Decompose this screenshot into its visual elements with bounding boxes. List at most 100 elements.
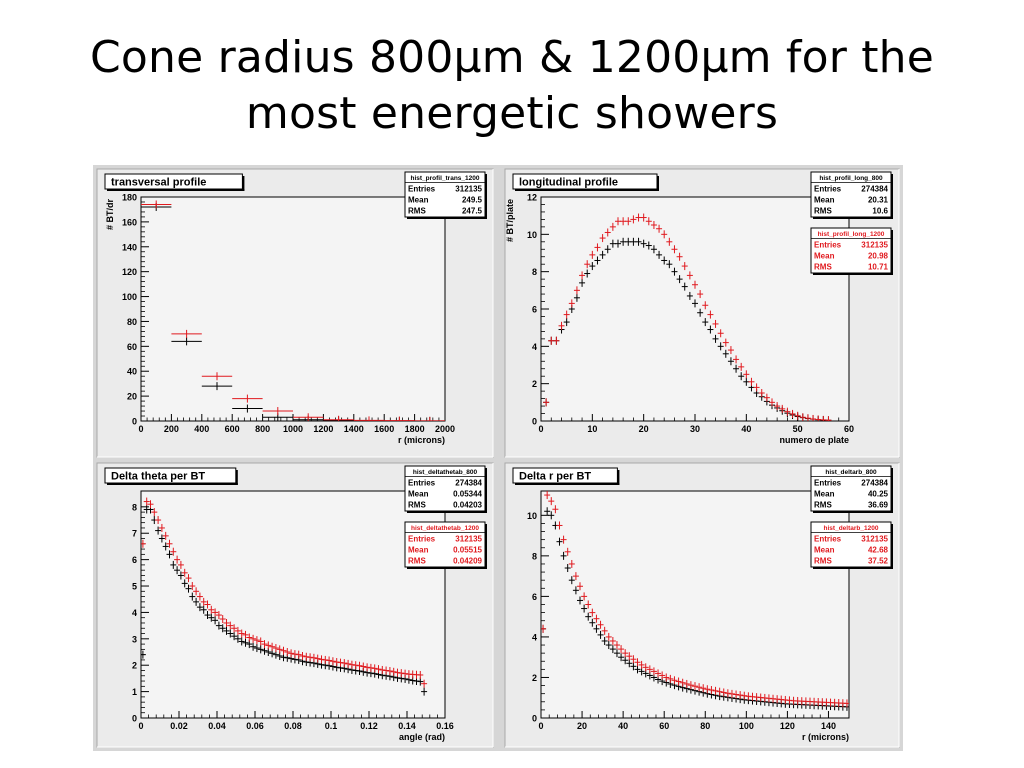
- data-point: [733, 690, 740, 699]
- stats-label: Mean: [408, 546, 429, 555]
- data-point: [238, 629, 245, 638]
- data-point: [687, 681, 694, 690]
- data-point: [326, 656, 333, 665]
- y-tick-label: 6: [532, 305, 537, 315]
- data-point: [712, 686, 719, 695]
- x-tick-label: 200: [164, 424, 179, 434]
- x-tick-label: 40: [741, 424, 751, 434]
- x-tick-label: 0.14: [398, 721, 416, 731]
- stats-value: 20.31: [868, 196, 889, 205]
- data-point: [737, 691, 744, 700]
- data-point: [265, 641, 272, 650]
- data-point: [843, 699, 849, 708]
- data-point: [189, 592, 196, 601]
- stats-box-name: hist_deltarb_1200: [824, 525, 879, 532]
- y-axis-label: # BT/dr: [105, 199, 115, 231]
- y-tick-label: 7: [132, 529, 137, 539]
- chart-title-shadow: [657, 176, 659, 191]
- data-point: [618, 653, 625, 662]
- data-point: [659, 671, 666, 680]
- data-point: [671, 676, 678, 685]
- data-point: [634, 665, 641, 674]
- data-point: [620, 237, 627, 246]
- data-point: [681, 282, 688, 291]
- data-point: [671, 245, 678, 254]
- stats-label: RMS: [814, 501, 832, 510]
- data-point: [568, 559, 575, 568]
- data-point: [548, 336, 555, 345]
- data-point: [560, 551, 567, 560]
- chart-title-shadow: [107, 189, 245, 191]
- x-tick-label: 0: [538, 721, 543, 731]
- chart-title-shadow: [515, 189, 659, 191]
- data-point: [299, 651, 306, 660]
- data-point: [585, 600, 592, 609]
- data-point: [572, 586, 579, 595]
- x-tick-label: 0: [138, 721, 143, 731]
- y-tick-label: 10: [527, 511, 537, 521]
- data-point: [622, 649, 629, 658]
- y-tick-label: 140: [122, 242, 137, 252]
- data-point: [589, 618, 596, 627]
- stats-label: Entries: [814, 479, 842, 488]
- data-point: [722, 338, 729, 347]
- data-point: [681, 262, 688, 271]
- data-point: [675, 677, 682, 686]
- data-point: [174, 566, 181, 575]
- chart-title: Delta theta per BT: [111, 471, 205, 483]
- data-point: [820, 415, 827, 421]
- data-point: [615, 239, 621, 248]
- data-point: [348, 660, 355, 669]
- data-point: [560, 535, 567, 544]
- data-point: [635, 237, 642, 246]
- data-point: [615, 217, 621, 226]
- data-point: [196, 592, 203, 601]
- x-axis-label: numero de plate: [779, 435, 849, 445]
- data-point: [594, 256, 601, 265]
- stats-value: 20.98: [868, 252, 889, 261]
- data-point: [402, 669, 409, 678]
- data-point: [541, 624, 547, 633]
- data-point: [630, 655, 637, 664]
- data-point: [303, 652, 310, 661]
- data-point: [697, 290, 704, 299]
- stats-label: RMS: [408, 557, 426, 566]
- plot-area: [540, 490, 850, 719]
- stats-box-name: hist_deltathetab_1200: [411, 525, 479, 532]
- data-point: [568, 576, 575, 585]
- histogram-canvas: 0 200 400 600 800 1000 1200 1400 1600 1800 2000 0 20…: [93, 165, 903, 751]
- data-points: [543, 213, 832, 421]
- data-point: [201, 372, 233, 381]
- data-point: [708, 686, 715, 695]
- data-point: [605, 632, 612, 641]
- y-tick-label: 60: [127, 342, 137, 352]
- data-point: [552, 505, 559, 514]
- data-point: [232, 404, 263, 413]
- data-point: [337, 658, 344, 667]
- data-point: [825, 416, 832, 421]
- stats-label: Mean: [814, 490, 835, 499]
- data-point: [231, 632, 238, 641]
- x-tick-label: 0.06: [246, 721, 264, 731]
- data-point: [246, 633, 253, 642]
- data-point: [141, 200, 172, 209]
- data-point: [581, 592, 588, 601]
- data-point: [799, 413, 806, 421]
- data-point: [200, 605, 207, 614]
- stats-value: 0.05344: [453, 490, 482, 499]
- data-point: [613, 649, 620, 658]
- stats-label: Entries: [408, 479, 436, 488]
- data-point: [219, 615, 226, 624]
- slide-title-line-1: Cone radius 800µm & 1200µm for the: [89, 32, 935, 83]
- x-tick-label: 400: [194, 424, 209, 434]
- data-point: [158, 534, 165, 543]
- stats-value: 37.52: [868, 557, 889, 566]
- y-tick-label: 8: [132, 502, 137, 512]
- data-point: [272, 644, 279, 653]
- data-point: [645, 217, 652, 226]
- y-tick-label: 8: [532, 267, 537, 277]
- data-point: [293, 413, 324, 421]
- data-point: [722, 349, 729, 358]
- data-point: [155, 516, 162, 525]
- data-point: [815, 415, 822, 421]
